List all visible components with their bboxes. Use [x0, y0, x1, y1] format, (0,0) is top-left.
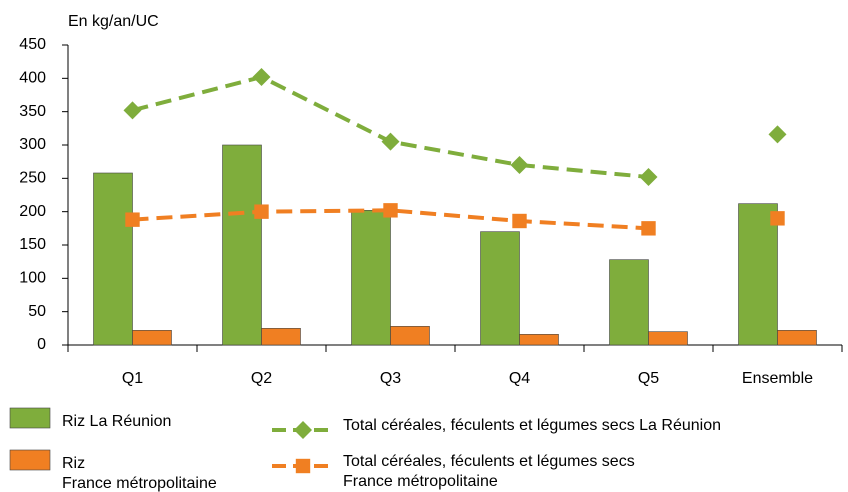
point: [252, 68, 271, 86]
point: [639, 168, 658, 186]
y-tick-label: 250: [19, 170, 46, 187]
y-tick-label: 400: [19, 70, 46, 87]
legend-swatch: [9, 407, 51, 429]
line: [131, 74, 649, 179]
y-tick-label: 150: [19, 236, 46, 253]
bar: [261, 328, 301, 346]
legend-label: Riz La Réunion: [62, 413, 171, 430]
y-tick-label: 100: [19, 270, 46, 287]
point: [510, 156, 529, 174]
y-tick-label: 200: [19, 203, 46, 220]
bar: [93, 172, 133, 346]
bar: [738, 203, 778, 346]
point: [641, 221, 656, 236]
line: [132, 208, 649, 231]
x-tick-label: Q5: [638, 370, 659, 387]
bar: [132, 330, 172, 346]
bar: [351, 210, 391, 346]
point: [512, 213, 527, 229]
y-tick-label: 450: [19, 36, 46, 53]
y-tick-label: 300: [19, 136, 46, 153]
point: [383, 203, 398, 218]
bar: [648, 331, 688, 346]
y-tick-label: 0: [37, 336, 46, 353]
bar: [480, 231, 520, 346]
point: [125, 212, 140, 227]
x-tick-label: Q2: [251, 370, 272, 387]
point: [123, 101, 142, 120]
legend-label: Total céréales, féculents et légumes sec…: [343, 417, 721, 434]
bar: [390, 326, 430, 346]
legend-swatch: [9, 449, 51, 471]
x-tick-label: Q1: [122, 370, 143, 387]
x-tick-label: Q4: [509, 370, 530, 387]
legend-marker: [294, 421, 312, 439]
y-axis-label: En kg/an/UC: [68, 13, 159, 30]
x-tick-label: Q3: [380, 370, 401, 387]
bar: [519, 334, 559, 346]
point: [768, 125, 787, 144]
bar: [222, 144, 262, 346]
bar: [777, 330, 817, 346]
point: [770, 211, 785, 226]
legend-label: Riz France métropolitaine: [62, 455, 217, 492]
y-tick-label: 350: [19, 103, 46, 120]
bar: [609, 259, 649, 346]
legend-label: Total céréales, féculents et légumes sec…: [343, 453, 635, 490]
x-tick-label: Ensemble: [742, 370, 813, 387]
y-tick-label: 50: [28, 303, 46, 320]
legend-marker: [295, 458, 311, 474]
point: [381, 132, 400, 151]
point: [254, 204, 269, 219]
